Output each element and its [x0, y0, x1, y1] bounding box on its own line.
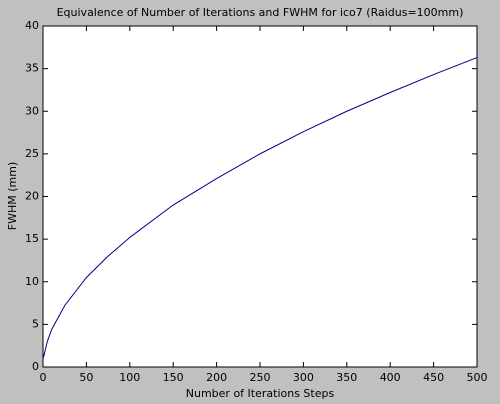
y-tick-label: 35: [25, 62, 39, 75]
y-tick-label: 30: [25, 104, 39, 117]
plot-area: [42, 25, 478, 368]
x-tick-label: 150: [163, 371, 184, 384]
y-axis-label: FWHM (mm): [6, 162, 19, 230]
chart-title: Equivalence of Number of Iterations and …: [57, 6, 464, 19]
y-tick-label: 5: [32, 317, 39, 330]
x-tick-label: 50: [79, 371, 93, 384]
y-tick-label: 15: [25, 232, 39, 245]
x-tick-label: 450: [423, 371, 444, 384]
x-axis-label: Number of Iterations Steps: [186, 387, 335, 400]
x-tick-label: 0: [40, 371, 47, 384]
x-tick-label: 200: [206, 371, 227, 384]
y-tick-label: 0: [32, 360, 39, 373]
y-tick-label: 25: [25, 147, 39, 160]
x-tick-label: 350: [336, 371, 357, 384]
x-tick-label: 500: [467, 371, 488, 384]
x-tick-label: 300: [293, 371, 314, 384]
y-tick-label: 40: [25, 19, 39, 32]
x-tick-label: 100: [119, 371, 140, 384]
y-tick-label: 20: [25, 190, 39, 203]
x-tick-label: 400: [380, 371, 401, 384]
y-tick-label: 10: [25, 275, 39, 288]
line-series: [42, 57, 478, 359]
x-tick-label: 250: [250, 371, 271, 384]
